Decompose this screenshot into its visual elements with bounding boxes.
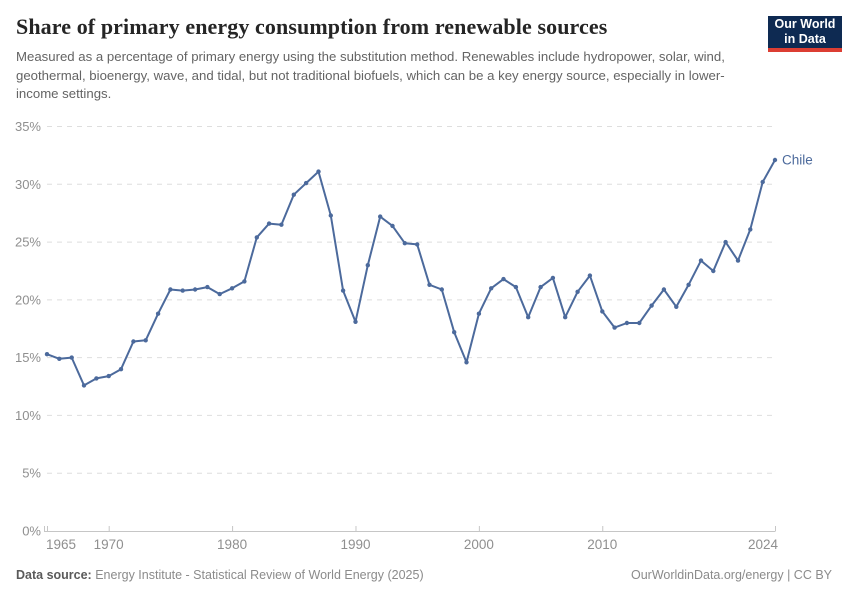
x-axis-label-2010: 2010 (587, 537, 617, 552)
data-point-2012 (624, 320, 630, 326)
data-point-1969 (94, 376, 99, 381)
x-axis-label-2024: 2024 (748, 537, 779, 552)
data-point-2015 (661, 287, 667, 292)
line-chart-area: 0% 5% 10% 15% 20% 25% 30% 35% 1965 1970 1980 1990 20… (0, 112, 850, 567)
line-chart-svg: 0% 5% 10% 15% 20% 25% 30% 35% 1965 1970 1980 1990 20… (15, 119, 813, 552)
owid-logo[interactable]: Our World in Data (768, 16, 842, 52)
data-point-1999 (464, 360, 469, 365)
data-point-2024 (772, 157, 778, 163)
data-point-1997 (439, 287, 444, 292)
data-point-2014 (649, 303, 654, 308)
chart-header: Share of primary energy consumption from… (16, 14, 760, 104)
data-point-1991 (365, 263, 370, 268)
chart-subtitle: Measured as a percentage of primary ener… (16, 49, 725, 101)
y-axis-label-10: 10% (15, 408, 41, 423)
data-point-1972 (131, 339, 136, 344)
y-axis-label-35: 35% (15, 119, 41, 134)
data-point-2008 (575, 289, 580, 294)
y-axis-label-15: 15% (15, 350, 41, 365)
data-point-1982 (254, 235, 259, 240)
data-point-2021 (735, 258, 741, 263)
x-axis-label-1965: 1965 (46, 537, 76, 552)
y-axis-label-25: 25% (15, 235, 41, 250)
data-point-2004 (526, 315, 531, 320)
x-axis-label-1980: 1980 (217, 537, 247, 552)
data-point-1993 (390, 223, 395, 229)
x-axis-label-1970: 1970 (94, 537, 124, 552)
data-point-1995 (415, 242, 420, 247)
y-axis-label-5: 5% (22, 466, 41, 481)
data-point-1980 (229, 286, 235, 291)
data-source-label: Data source: (16, 568, 92, 582)
data-point-1967 (69, 355, 74, 360)
owid-logo-line2: in Data (784, 32, 826, 46)
chart-footer: Data source: Energy Institute - Statisti… (16, 568, 832, 582)
data-point-1975 (168, 287, 173, 292)
entity-label: Chile (782, 153, 813, 168)
owid-logo-line1: Our World (774, 17, 836, 31)
data-point-2017 (686, 282, 691, 287)
credit-link[interactable]: OurWorldinData.org/energy | CC BY (630, 568, 832, 582)
data-point-1968 (81, 383, 87, 388)
data-point-1965 (44, 352, 50, 357)
data-source: Data source: Energy Institute - Statisti… (16, 568, 424, 582)
data-point-1989 (340, 288, 346, 293)
data-point-2022 (748, 227, 753, 232)
y-axis-label-30: 30% (15, 177, 41, 192)
data-point-1998 (452, 330, 457, 335)
data-point-2013 (637, 320, 642, 326)
data-point-2011 (612, 325, 617, 330)
data-point-1992 (378, 214, 383, 219)
y-axis-label-20: 20% (15, 292, 41, 307)
data-point-1966 (57, 356, 62, 361)
data-point-1990 (353, 319, 358, 324)
data-point-2000 (476, 311, 482, 316)
data-point-2001 (489, 286, 494, 291)
data-point-1983 (266, 221, 272, 226)
chart-title: Share of primary energy consumption from… (16, 14, 608, 39)
data-point-1981 (242, 279, 247, 284)
data-point-2019 (711, 268, 716, 274)
data-point-1984 (279, 222, 284, 227)
data-point-1978 (205, 284, 210, 290)
data-point-1979 (217, 291, 222, 297)
y-axis-label-0: 0% (22, 524, 41, 539)
data-point-1996 (427, 282, 432, 287)
data-point-2010 (600, 309, 605, 314)
data-point-1987 (316, 169, 321, 174)
data-point-1994 (402, 241, 407, 246)
data-point-1976 (180, 288, 185, 293)
data-point-2020 (723, 239, 728, 245)
data-point-1988 (328, 213, 333, 218)
data-point-2005 (538, 284, 543, 290)
data-point-2018 (698, 258, 704, 263)
data-point-1986 (303, 180, 309, 186)
data-point-1971 (118, 367, 124, 372)
data-point-2023 (760, 179, 765, 185)
x-axis-label-2000: 2000 (464, 537, 494, 552)
data-point-2009 (587, 273, 593, 278)
data-point-2016 (674, 304, 679, 309)
data-point-1974 (155, 311, 161, 316)
data-point-2003 (513, 284, 519, 290)
data-point-2006 (550, 275, 556, 281)
data-point-1973 (143, 338, 148, 343)
data-point-2002 (501, 276, 506, 282)
data-point-2007 (563, 315, 568, 320)
data-source-value: Energy Institute - Statistical Review of… (95, 568, 424, 582)
x-axis-label-1990: 1990 (340, 537, 370, 552)
data-point-1977 (192, 287, 198, 292)
data-line-chile (46, 159, 776, 387)
data-point-1970 (106, 373, 111, 379)
data-point-1985 (291, 192, 296, 197)
